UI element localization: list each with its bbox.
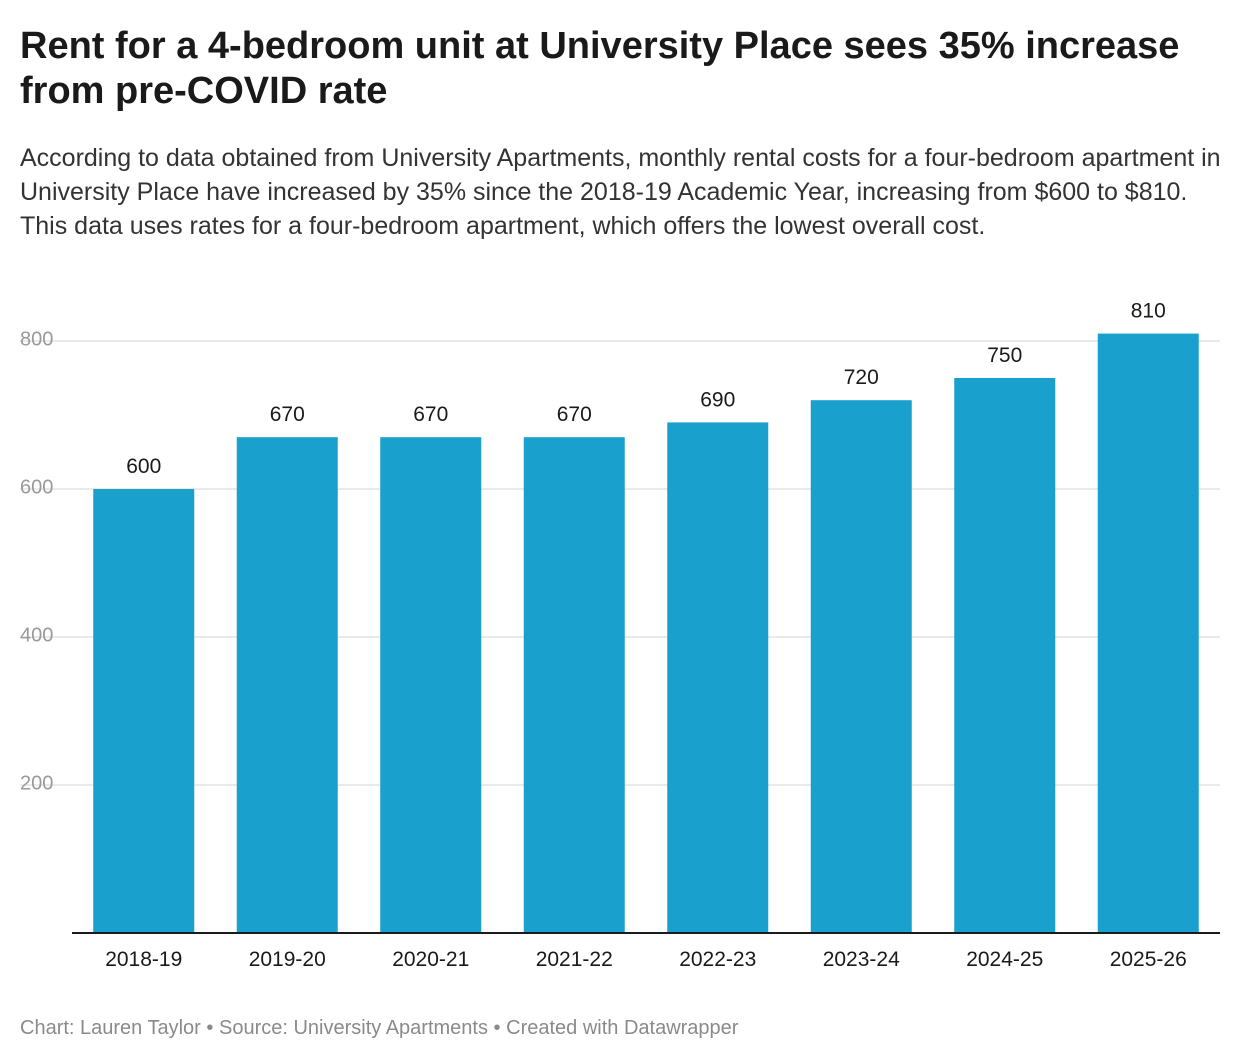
- x-tick-label: 2025-26: [1110, 948, 1187, 971]
- bar: [93, 489, 195, 933]
- bar: [954, 378, 1056, 933]
- x-tick-label: 2022-23: [679, 948, 756, 971]
- data-label: 720: [844, 366, 879, 389]
- x-tick-label: 2020-21: [392, 948, 469, 971]
- bar: [810, 400, 912, 933]
- bar: [380, 437, 482, 933]
- data-label: 670: [413, 403, 448, 426]
- data-label: 810: [1131, 300, 1166, 323]
- axes: 200 400 600 800 2018-19 2019-20 2020-21 2021-22…: [20, 328, 1220, 971]
- data-label: 670: [557, 403, 592, 426]
- bars: 600 670 670 670 690 720 750 810: [93, 300, 1199, 934]
- chart-footer: Chart: Lauren Taylor • Source: Universit…: [20, 1017, 738, 1040]
- credit-tool: Created with Datawrapper: [506, 1017, 739, 1039]
- bar-chart: 600 670 670 670 690 720 750 810 200 400 600 800 201…: [20, 300, 1220, 971]
- x-tick-label: 2021-22: [536, 948, 613, 971]
- footer-separator: •: [493, 1017, 501, 1039]
- data-label: 690: [700, 388, 735, 411]
- x-tick-label: 2023-24: [823, 948, 900, 971]
- data-label: 600: [126, 455, 161, 478]
- credit-source: Source: University Apartments: [218, 1017, 488, 1039]
- y-tick-label: 800: [20, 328, 53, 350]
- data-label: 750: [987, 344, 1022, 367]
- data-label: 670: [270, 403, 305, 426]
- bar: [667, 422, 769, 933]
- chart-title: Rent for a 4-bedroom unit at University …: [20, 25, 1180, 112]
- bar: [236, 437, 338, 933]
- x-tick-label: 2019-20: [249, 948, 326, 971]
- footer-separator: •: [206, 1017, 214, 1039]
- y-tick-label: 600: [20, 476, 53, 498]
- x-tick-label: 2018-19: [105, 948, 182, 971]
- y-tick-label: 200: [20, 772, 53, 794]
- chart-description: According to data obtained from Universi…: [20, 144, 1221, 240]
- bar: [523, 437, 625, 933]
- x-tick-label: 2024-25: [966, 948, 1043, 971]
- y-tick-label: 400: [20, 624, 53, 646]
- bar: [1097, 333, 1199, 934]
- credit-author: Chart: Lauren Taylor: [20, 1017, 201, 1039]
